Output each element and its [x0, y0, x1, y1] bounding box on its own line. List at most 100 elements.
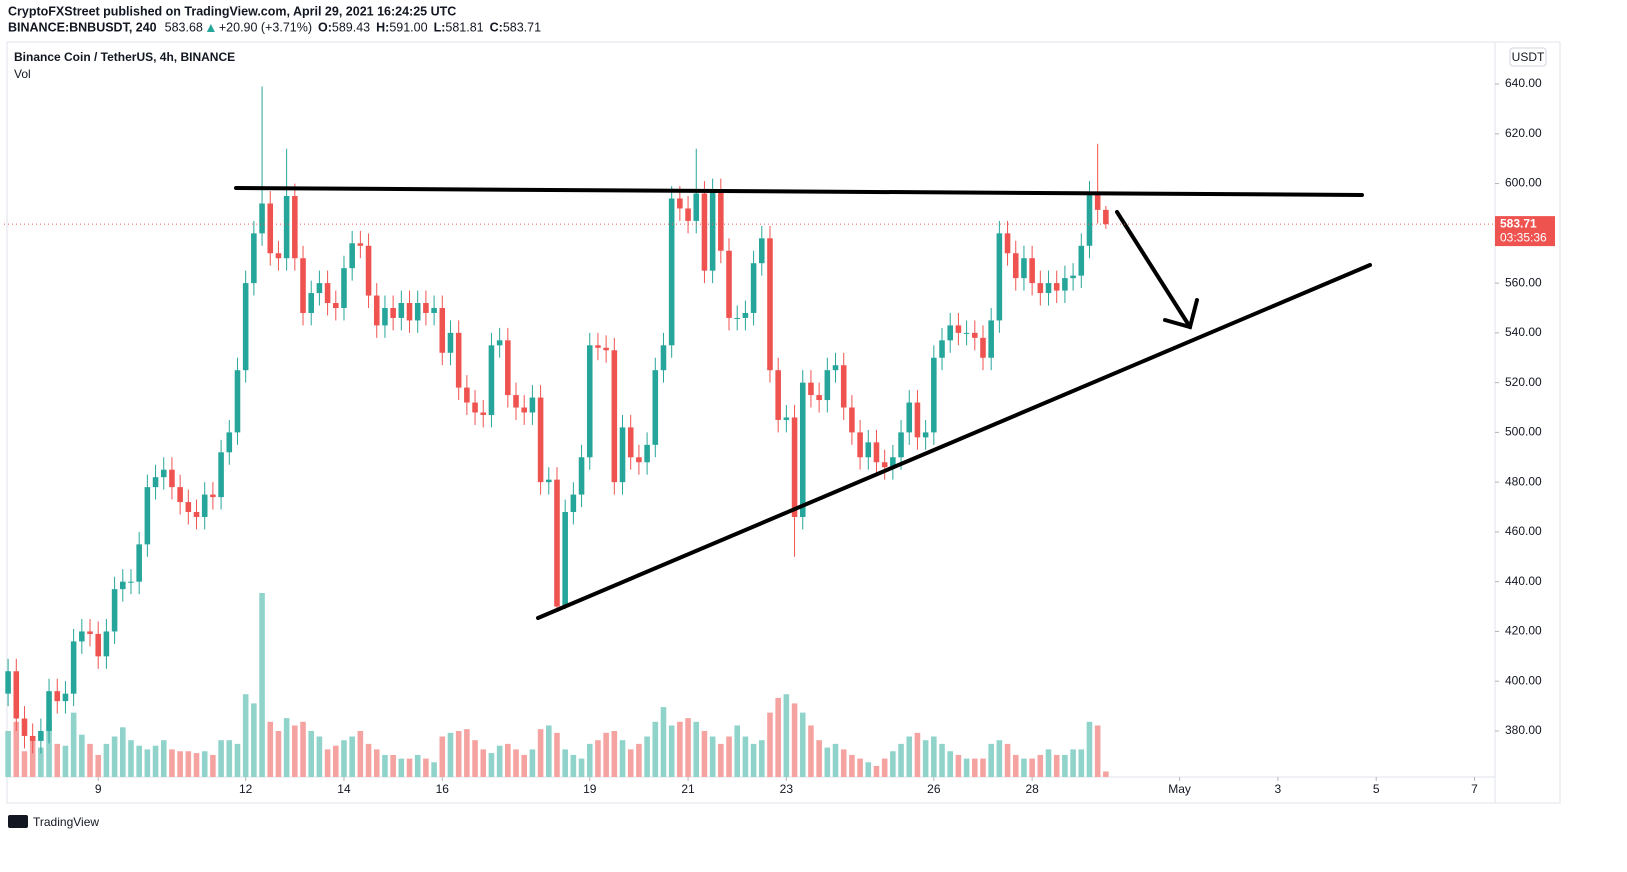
volume-bar: [496, 745, 503, 777]
candle-body: [21, 718, 28, 736]
publisher: CryptoFXStreet published on TradingView.…: [8, 4, 456, 18]
y-tick-label: 600.00: [1505, 176, 1542, 190]
volume-bar: [742, 736, 749, 777]
volume-bar: [201, 751, 208, 777]
candle-body: [849, 407, 855, 433]
candle-body: [1086, 193, 1093, 246]
volume-bar: [537, 729, 544, 777]
candle-body: [718, 191, 724, 251]
x-tick-label: 23: [780, 782, 794, 796]
header-value: 583.71: [503, 20, 541, 34]
volume-bar: [775, 697, 781, 777]
volume-bar: [783, 694, 790, 777]
volume-bar: [685, 718, 691, 777]
candle-body: [1029, 258, 1035, 284]
candle-body: [496, 340, 503, 346]
symbol-line: BINANCE:BNBUSDT, 240 583.68 +20.90 (+3.71…: [8, 20, 541, 34]
candle-body: [1021, 258, 1027, 279]
volume-bar: [693, 721, 700, 777]
volume-bar: [218, 740, 224, 777]
volume-bar: [275, 731, 282, 777]
candle-body: [70, 641, 77, 694]
arrow-head: [1163, 298, 1199, 330]
candle-body: [464, 387, 470, 403]
candle-body: [939, 340, 945, 358]
candle-body: [455, 332, 462, 388]
volume-bar: [1094, 725, 1101, 777]
up-arrow: [206, 24, 215, 32]
candle-body: [251, 233, 257, 284]
y-tick-label: 540.00: [1505, 325, 1542, 339]
candle-body: [210, 494, 216, 498]
volume-bar: [652, 721, 659, 777]
candle-body: [1094, 193, 1101, 210]
volume-bar: [46, 721, 52, 777]
volume-bar: [152, 745, 159, 777]
volume-bar: [939, 743, 945, 777]
candle-body: [128, 581, 134, 583]
candle-body: [808, 382, 814, 396]
volume-bar: [193, 753, 200, 777]
candle-body: [693, 193, 700, 221]
candle-body: [136, 544, 142, 582]
candle-body: [259, 203, 265, 234]
candle-body: [775, 370, 781, 420]
x-tick-label: 21: [681, 782, 695, 796]
candle-body: [488, 345, 495, 415]
candle-body: [644, 444, 650, 463]
volume-bar: [554, 732, 560, 777]
volume-bar: [586, 743, 593, 777]
candle-body: [46, 691, 52, 731]
candle-body: [373, 295, 380, 326]
candle-body: [947, 325, 953, 341]
candle-body: [79, 631, 85, 642]
candle-body: [824, 370, 831, 401]
candle-body: [619, 427, 626, 483]
volume-bar: [963, 758, 970, 777]
candle-body: [201, 494, 208, 517]
candle-body: [431, 307, 437, 313]
volume-bar: [111, 736, 118, 777]
candle-body: [54, 691, 61, 702]
candle-body: [873, 442, 880, 463]
candle-body: [890, 457, 896, 468]
volume-bar: [546, 725, 552, 777]
candle-body: [1012, 253, 1019, 279]
candle-body: [234, 370, 241, 433]
volume-bar: [832, 743, 839, 777]
arrow-shaft: [1115, 210, 1192, 329]
volume-bar: [521, 754, 527, 777]
volume-bar: [1070, 749, 1076, 777]
volume-bar: [881, 758, 888, 777]
candle-body: [292, 196, 298, 259]
currency-box[interactable]: [1509, 47, 1547, 67]
volume-bar: [996, 740, 1003, 777]
candle-body: [144, 487, 151, 545]
volume-bar: [1029, 758, 1035, 777]
candle-body: [333, 303, 339, 308]
volume-bar: [677, 721, 683, 777]
candle-body: [677, 198, 683, 209]
footer-text: TradingView: [33, 815, 99, 829]
volume-bar: [333, 745, 339, 777]
x-tick-label: 3: [1275, 782, 1282, 796]
volume-bar: [595, 740, 601, 777]
candle-body: [423, 303, 429, 313]
volume-bar: [144, 749, 151, 777]
candle-body: [898, 432, 904, 458]
volume-bar: [603, 732, 609, 777]
candle-body: [283, 196, 290, 259]
candle-body: [1004, 233, 1011, 254]
volume-bar: [480, 749, 487, 777]
candle-body: [505, 340, 511, 396]
candle-body: [816, 395, 822, 401]
volume-bar: [914, 732, 921, 777]
volume-bar: [750, 743, 757, 777]
candle-body: [480, 412, 487, 415]
volume-bar: [873, 765, 880, 777]
candle-body: [13, 671, 20, 719]
volume-bar: [890, 751, 896, 777]
volume-bar: [70, 712, 77, 777]
volume-bar: [464, 729, 470, 777]
candle-body: [267, 203, 274, 254]
